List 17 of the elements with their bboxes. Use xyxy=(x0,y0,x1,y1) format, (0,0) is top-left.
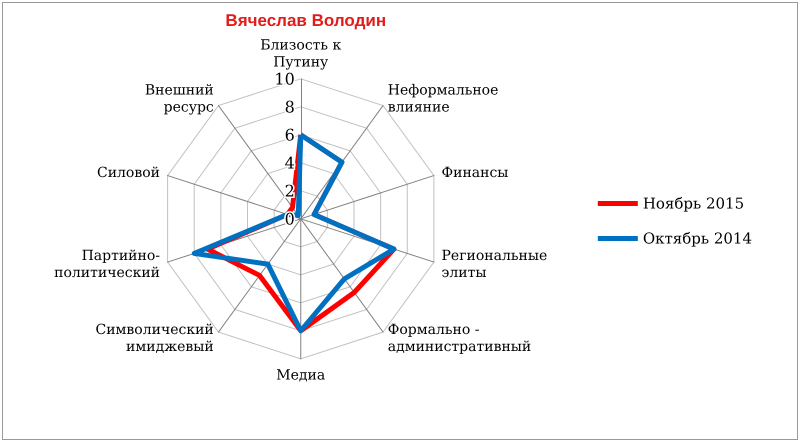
y-tick-label: 8 xyxy=(284,97,295,116)
y-tick-label: 10 xyxy=(274,69,295,88)
spoke-label: Формально - административный xyxy=(388,322,532,356)
spoke-label: Неформальное влияние xyxy=(388,82,498,116)
spoke-label: Финансы xyxy=(442,165,508,182)
spoke-label: Медиа xyxy=(276,367,326,384)
legend-label: Ноябрь 2015 xyxy=(642,194,744,212)
spoke-label: Близость к Путину xyxy=(260,37,342,70)
y-tick-label: 6 xyxy=(284,125,295,144)
chart-title: Вячеслав Володин xyxy=(225,11,386,30)
legend-label: Октябрь 2014 xyxy=(642,230,752,248)
spoke-label: Партийно-политический xyxy=(54,248,160,282)
spoke-label: Силовой xyxy=(96,165,160,182)
spoke-label: Региональные элиты xyxy=(442,248,548,282)
spoke-label: Символический имиджевый xyxy=(95,322,214,356)
y-tick-label: 4 xyxy=(284,153,295,172)
spoke-label: Внешний ресурс xyxy=(144,82,214,116)
